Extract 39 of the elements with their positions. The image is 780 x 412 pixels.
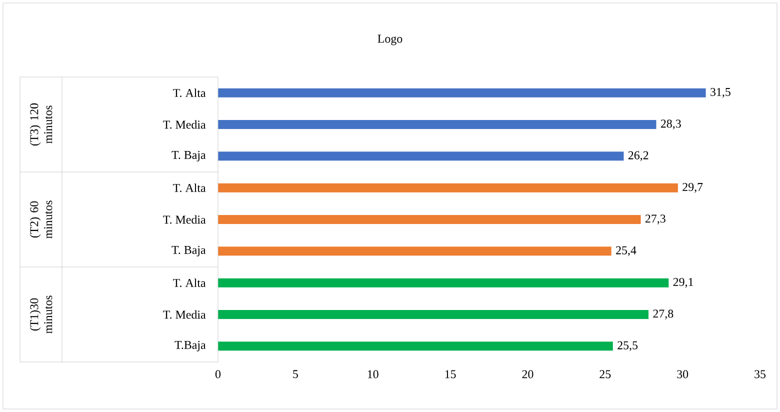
bar (218, 246, 612, 256)
bar (218, 278, 669, 288)
y-tick-label: T. Media (163, 120, 206, 129)
y-tick-label: T. Alta (173, 184, 206, 192)
y-tick-label: T. Baja (172, 150, 206, 162)
data-label: 29,7 (682, 182, 703, 193)
data-label: 25,5 (618, 341, 638, 352)
bar (218, 310, 649, 320)
x-tick-label: 10 (368, 370, 378, 378)
bar (218, 152, 624, 161)
data-label: 31,5 (710, 88, 730, 98)
text: (T1)30 minutos (30, 296, 52, 334)
data-label: 26,2 (628, 151, 648, 162)
x-tick-label: 30 (677, 370, 688, 378)
y-tick-label: T. Media (163, 310, 206, 319)
chart-title: Logo (378, 34, 402, 46)
bar (218, 342, 613, 351)
x-tick-label: 35 (754, 370, 766, 378)
y-tick-label: T. Alta (173, 88, 206, 98)
y-tick-label: T. Alta (173, 278, 206, 288)
x-tick-label: 0 (215, 370, 221, 378)
x-tick-label: 15 (445, 370, 456, 378)
y-tick-label: T.Baja (174, 340, 206, 352)
y-tick-label: T. Media (163, 215, 206, 224)
data-label: 28,3 (660, 120, 681, 130)
bar (218, 183, 678, 192)
text: (T2) 60 minutos (30, 200, 52, 239)
x-tick-label: 5 (293, 370, 298, 378)
text: (T3) 120 minutos (30, 103, 52, 146)
bar (218, 120, 656, 130)
x-tick-label: 20 (522, 370, 534, 378)
x-tick-label: 25 (600, 370, 611, 378)
y-tick-label: T. Baja (172, 246, 206, 256)
data-label: 29,1 (673, 278, 694, 288)
data-label: 25,4 (616, 246, 636, 256)
data-label: 27,8 (653, 310, 674, 320)
data-label: 27,3 (645, 214, 666, 224)
bar (218, 88, 706, 98)
bar (218, 215, 641, 224)
